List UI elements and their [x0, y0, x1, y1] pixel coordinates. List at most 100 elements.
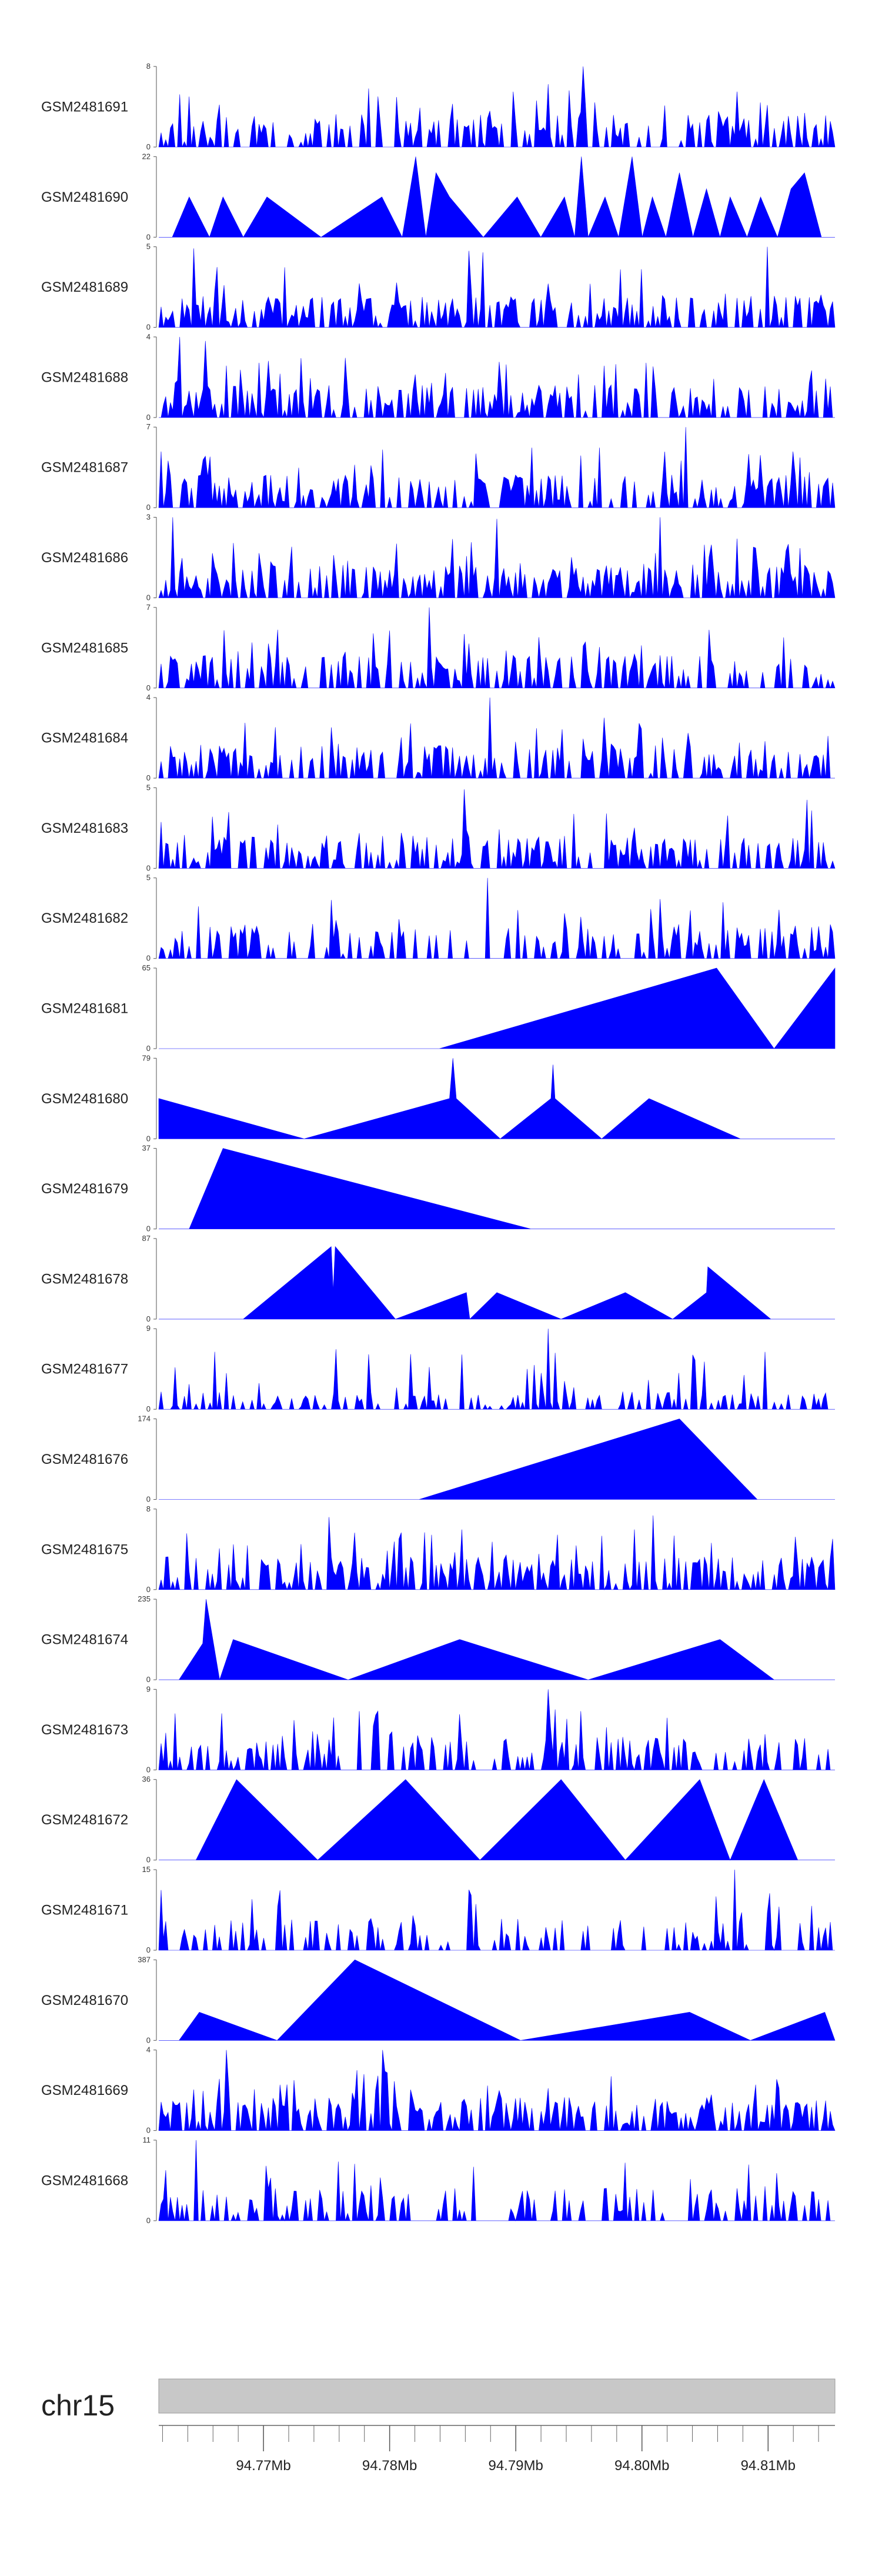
coverage-area — [158, 246, 836, 328]
track-label: GSM2481686 — [41, 550, 128, 566]
track-label: GSM2481669 — [41, 2083, 128, 2098]
coverage-area — [159, 1148, 835, 1229]
coverage-area — [159, 1778, 835, 1861]
axis-tick-label: 94.78Mb — [362, 2458, 417, 2474]
track-GSM2481674: GSM2481674 235 0 — [41, 1594, 835, 1684]
track-label: GSM2481689 — [41, 279, 128, 295]
y-min-label: 0 — [146, 1765, 151, 1774]
y-min-label: 0 — [146, 1946, 151, 1954]
coverage-area — [159, 1419, 835, 1500]
track-label: GSM2481677 — [41, 1362, 128, 1377]
track-label: GSM2481682 — [41, 910, 128, 926]
coverage-area — [159, 156, 835, 238]
track-GSM2481669: GSM2481669 4 0 — [41, 2046, 836, 2135]
track-GSM2481670: GSM2481670 387 0 — [41, 1955, 836, 2044]
y-min-label: 0 — [146, 773, 151, 782]
track-label: GSM2481671 — [41, 1903, 128, 1918]
coverage-area — [158, 789, 836, 869]
y-min-label: 0 — [146, 1585, 151, 1594]
track-label: GSM2481690 — [41, 189, 128, 205]
y-min-label: 0 — [146, 1134, 151, 1143]
track-GSM2481691: GSM2481691 8 0 — [41, 62, 836, 151]
y-max-label: 5 — [146, 873, 151, 882]
track-GSM2481675: GSM2481675 8 0 — [41, 1504, 836, 1594]
track-GSM2481680: GSM2481680 79 0 — [41, 1053, 835, 1143]
coverage-area — [158, 66, 836, 148]
y-min-label: 0 — [146, 1856, 151, 1864]
y-min-label: 0 — [146, 1404, 151, 1413]
y-min-label: 0 — [146, 954, 151, 963]
coverage-area — [159, 336, 835, 419]
y-min-label: 0 — [146, 503, 151, 512]
coverage-area — [158, 2050, 836, 2131]
track-GSM2481688: GSM2481688 4 0 — [41, 332, 835, 422]
y-min-label: 0 — [146, 232, 151, 241]
y-min-label: 0 — [146, 142, 151, 151]
y-max-label: 5 — [146, 242, 151, 251]
coverage-area — [158, 1869, 835, 1951]
genome-axis-ticks: 94.77Mb 94.78Mb 94.79Mb 94.80Mb 94.81Mb — [162, 2425, 819, 2474]
track-label: GSM2481683 — [41, 820, 128, 836]
track-label: GSM2481668 — [41, 2173, 128, 2188]
track-GSM2481681: GSM2481681 65 0 — [41, 963, 836, 1053]
track-GSM2481676: GSM2481676 174 0 — [41, 1414, 835, 1504]
track-GSM2481685: GSM2481685 7 0 — [41, 603, 836, 692]
y-max-label: 9 — [146, 1324, 151, 1333]
track-GSM2481687: GSM2481687 7 0 — [41, 422, 836, 512]
coverage-area — [158, 1329, 835, 1410]
coverage-area — [158, 877, 836, 959]
track-label: GSM2481685 — [41, 640, 128, 656]
chromosome-axis: chr15 94.77Mb 94.78Mb 94.79Mb 94.80Mb 94.81M… — [41, 2378, 836, 2474]
track-GSM2481673: GSM2481673 9 0 — [41, 1684, 835, 1774]
track-GSM2481672: GSM2481672 36 0 — [41, 1775, 835, 1864]
track-label: GSM2481675 — [41, 1541, 128, 1557]
y-max-label: 79 — [142, 1053, 151, 1062]
coverage-area — [158, 607, 836, 689]
track-label: GSM2481673 — [41, 1722, 128, 1738]
track-GSM2481686: GSM2481686 3 0 — [41, 513, 836, 602]
coverage-area — [158, 2140, 835, 2222]
y-max-label: 4 — [146, 332, 151, 341]
y-max-label: 15 — [142, 1865, 151, 1874]
track-GSM2481678: GSM2481678 87 0 — [41, 1234, 835, 1323]
y-min-label: 0 — [146, 683, 151, 692]
y-min-label: 0 — [146, 2036, 151, 2044]
y-max-label: 8 — [146, 1504, 151, 1513]
y-max-label: 5 — [146, 783, 151, 792]
y-max-label: 7 — [146, 603, 151, 612]
y-max-label: 65 — [142, 963, 151, 972]
track-GSM2481682: GSM2481682 5 0 — [41, 873, 836, 963]
track-label: GSM2481672 — [41, 1812, 128, 1828]
coverage-area — [158, 1689, 835, 1771]
track-GSM2481684: GSM2481684 4 0 — [41, 693, 835, 782]
y-min-label: 0 — [146, 1675, 151, 1684]
y-max-label: 87 — [142, 1234, 151, 1243]
track-GSM2481683: GSM2481683 5 0 — [41, 783, 836, 872]
y-min-label: 0 — [146, 1314, 151, 1323]
track-label: GSM2481674 — [41, 1632, 128, 1648]
coverage-area — [158, 698, 835, 779]
y-min-label: 0 — [146, 413, 151, 422]
track-GSM2481668: GSM2481668 11 0 — [41, 2135, 835, 2225]
y-max-label: 22 — [142, 152, 151, 161]
axis-tick-label: 94.79Mb — [488, 2458, 543, 2474]
y-min-label: 0 — [146, 593, 151, 602]
track-label: GSM2481691 — [41, 99, 128, 115]
chromosome-label: chr15 — [41, 2389, 115, 2422]
axis-tick-label: 94.80Mb — [614, 2458, 669, 2474]
y-min-label: 0 — [146, 2216, 151, 2225]
track-label: GSM2481678 — [41, 1271, 128, 1287]
y-max-label: 36 — [142, 1775, 151, 1784]
y-max-label: 235 — [138, 1594, 151, 1603]
y-min-label: 0 — [146, 1224, 151, 1233]
track-label: GSM2481688 — [41, 369, 128, 385]
coverage-area — [158, 427, 836, 509]
y-max-label: 4 — [146, 2046, 151, 2054]
tracks-layer: GSM248169180GSM2481690220GSM248168950GSM… — [41, 62, 836, 2225]
y-max-label: 3 — [146, 513, 151, 522]
y-min-label: 0 — [146, 863, 151, 872]
track-GSM2481671: GSM2481671 15 0 — [41, 1865, 835, 1954]
y-max-label: 4 — [146, 693, 151, 702]
track-GSM2481679: GSM2481679 37 0 — [41, 1144, 835, 1233]
